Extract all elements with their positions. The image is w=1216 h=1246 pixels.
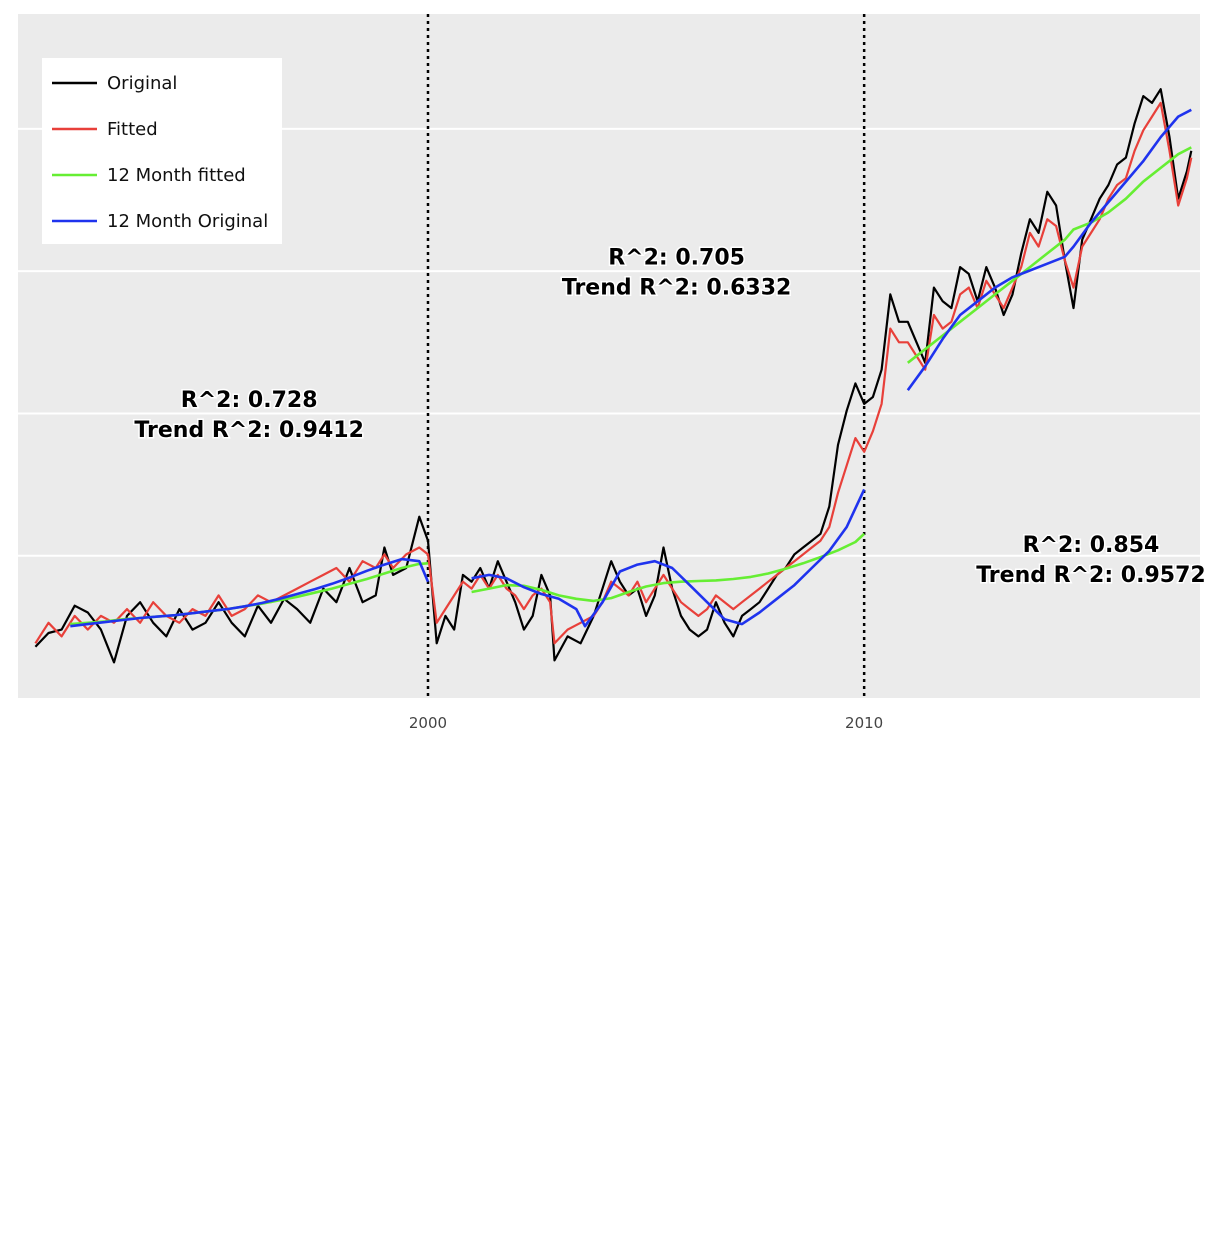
annotation-1-line-2: Trend R^2: 0.9412: [134, 418, 363, 443]
x-tick-label-2: 2010: [845, 714, 883, 732]
legend-label-3: 12 Month fitted: [107, 165, 246, 186]
annotation-3-line-2: Trend R^2: 0.9572: [976, 563, 1205, 588]
series-line-fitted-0: [34, 101, 1193, 645]
legend-box: [42, 58, 282, 244]
legend: Original Fitted 12 Month fitted 12 Month Or…: [42, 58, 282, 244]
legend-label-4: 12 Month Original: [107, 211, 268, 232]
x-tick-label-1: 2000: [409, 714, 447, 732]
annotation-1: R^2: 0.728 Trend R^2: 0.9412: [134, 388, 363, 443]
series-line-original-0: [34, 88, 1193, 664]
legend-label-2: Fitted: [107, 119, 158, 140]
series-line-12-month-original-2: [906, 108, 1192, 391]
series-line-12-month-original-0: [70, 557, 430, 628]
annotation-3-line-1: R^2: 0.854: [1023, 533, 1160, 558]
annotation-3: R^2: 0.854 Trend R^2: 0.9572: [976, 533, 1205, 588]
r-squared-annotations: R^2: 0.728 Trend R^2: 0.9412 R^2: 0.705 Tre…: [133, 244, 1207, 589]
series-line-12-month-original-1: [471, 488, 866, 628]
period-divider-lines: [426, 14, 866, 698]
annotation-2: R^2: 0.705 Trend R^2: 0.6332: [562, 246, 791, 301]
annotation-2-line-1: R^2: 0.705: [608, 246, 745, 271]
x-axis-ticks: 2000 2010: [409, 714, 883, 732]
time-series-chart: R^2: 0.728 Trend R^2: 0.9412 R^2: 0.705 Tre…: [18, 14, 1207, 732]
legend-label-1: Original: [107, 73, 177, 94]
series-line-12-month-fitted-2: [906, 146, 1192, 364]
series-line-12-month-fitted-1: [471, 532, 866, 603]
series-lines: [34, 88, 1193, 664]
annotation-1-line-1: R^2: 0.728: [181, 388, 318, 413]
annotation-2-line-2: Trend R^2: 0.6332: [562, 276, 791, 301]
